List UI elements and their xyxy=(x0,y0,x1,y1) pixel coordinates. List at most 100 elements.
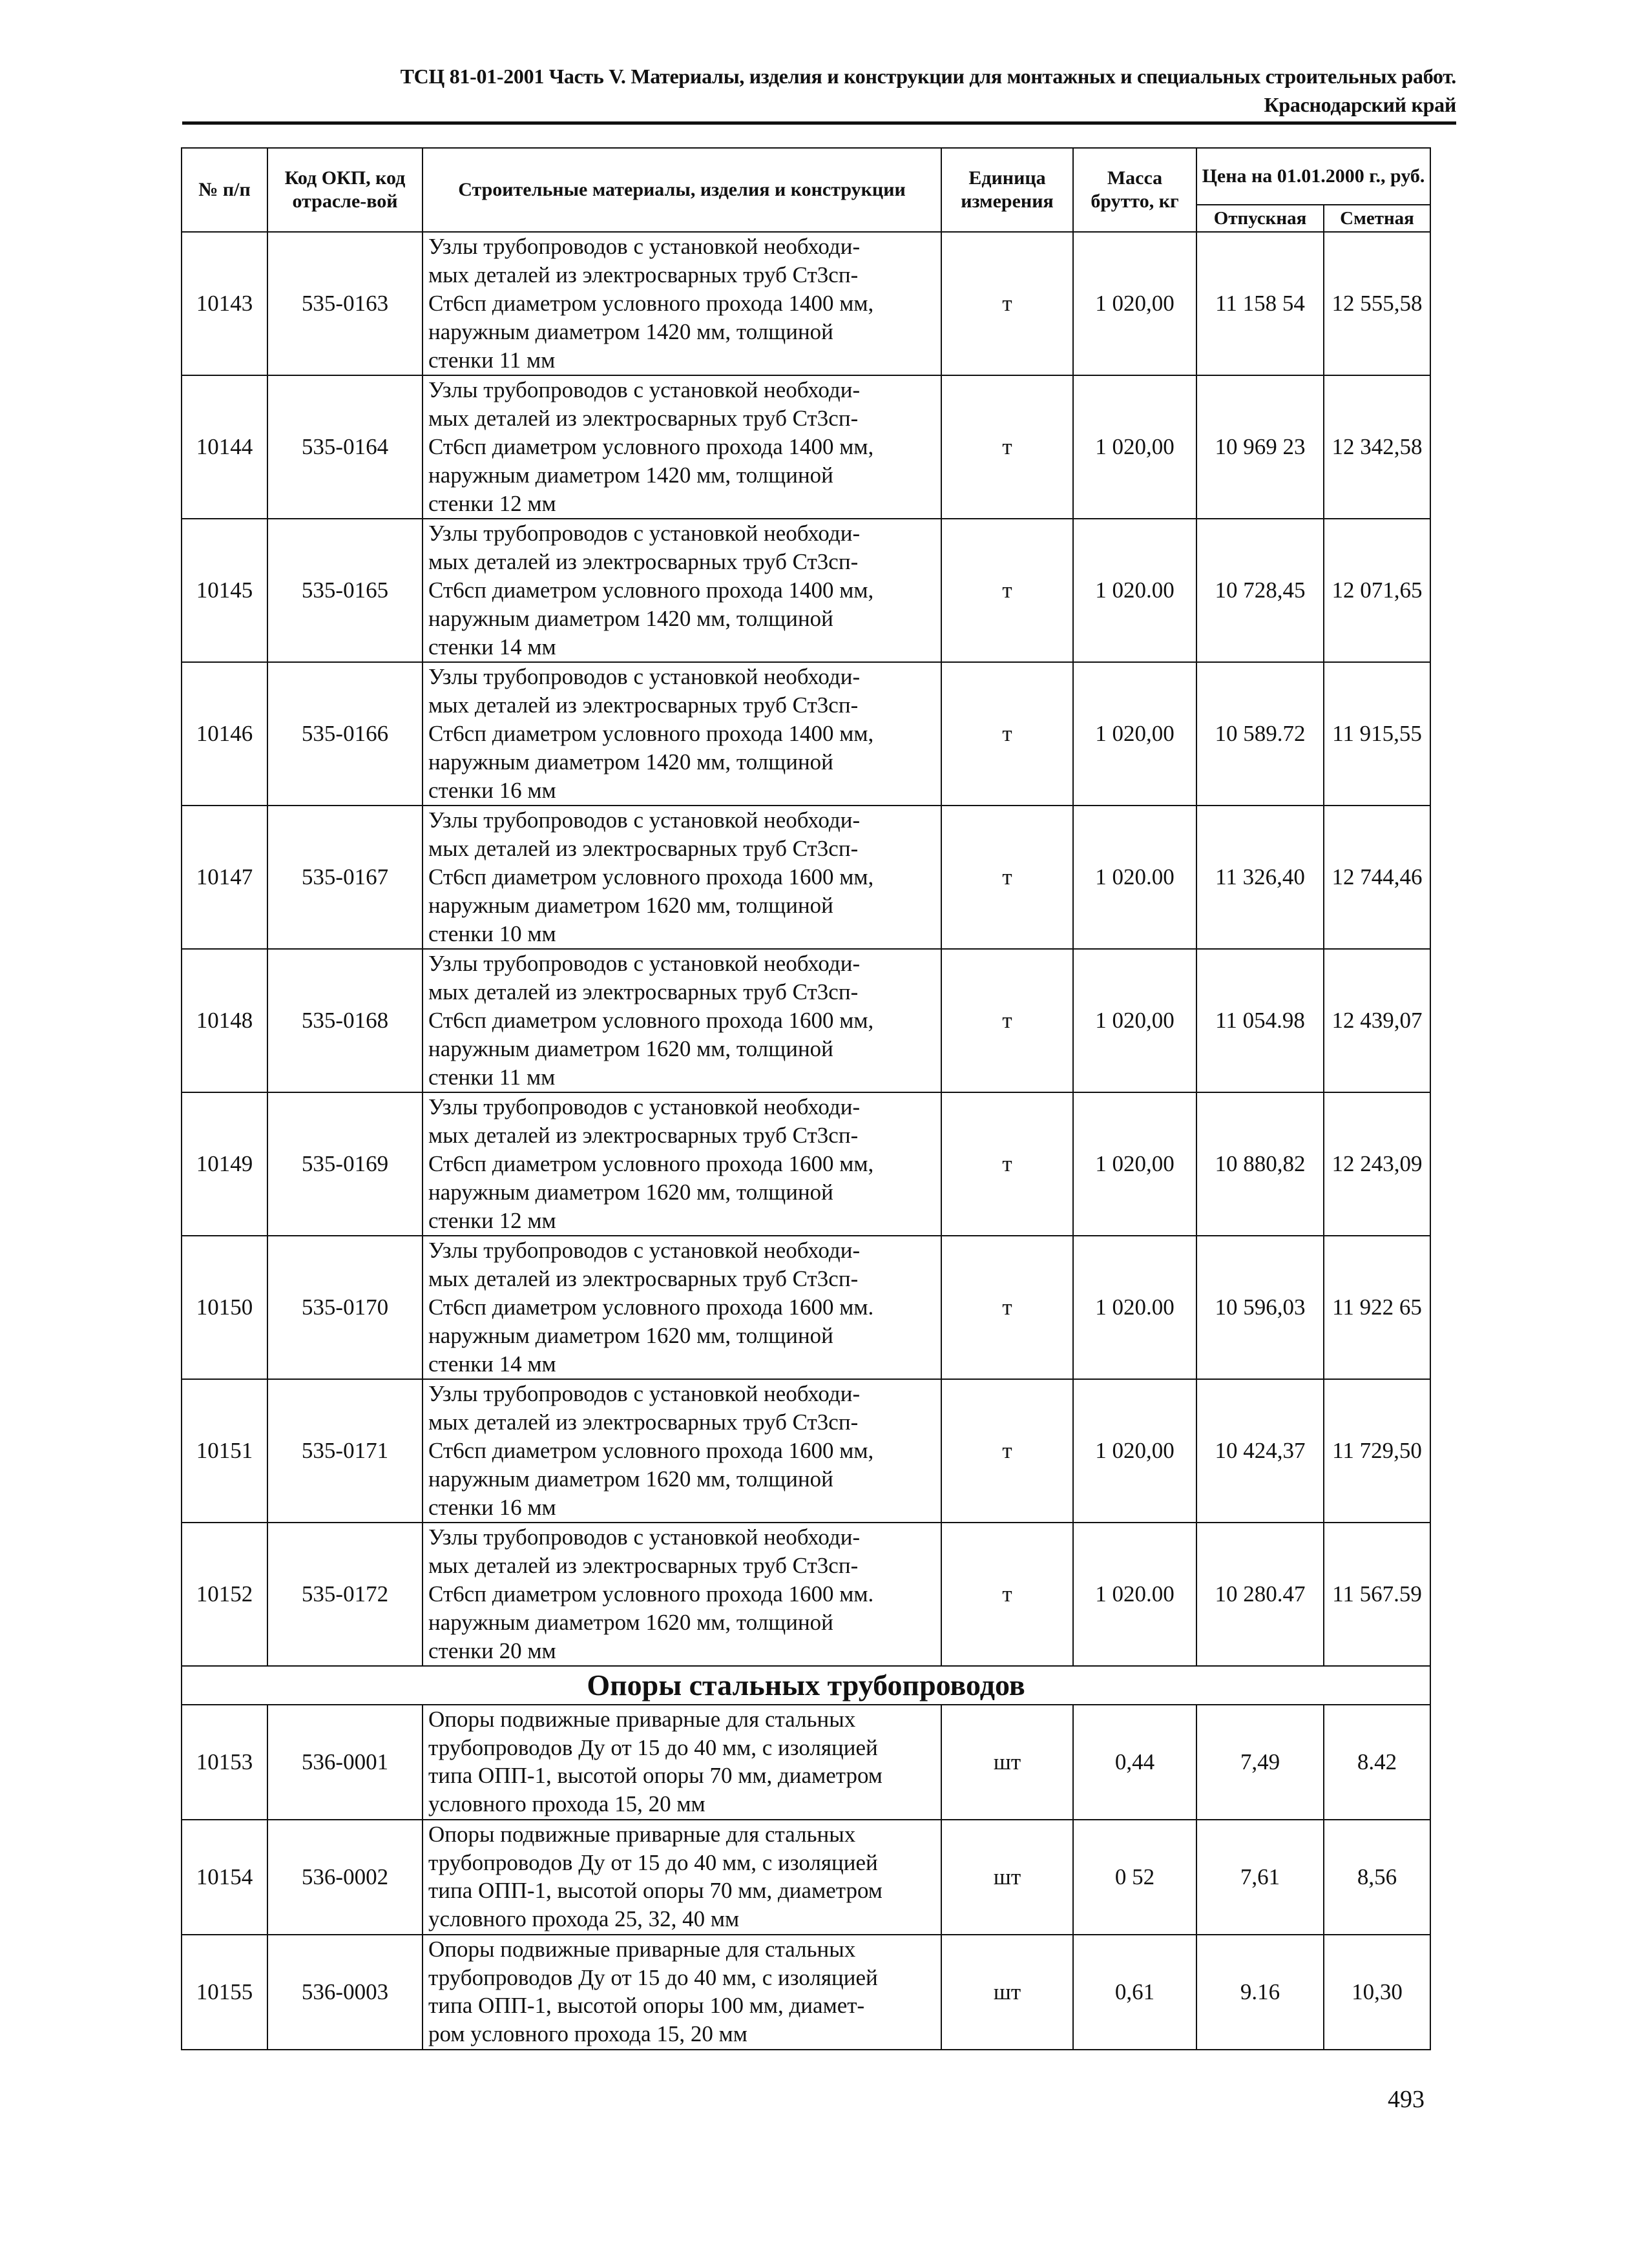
col-header-price: Цена на 01.01.2000 г., руб. xyxy=(1195,147,1432,205)
col-header-mass: Масса брутто, кг xyxy=(1072,147,1197,233)
item-number-cell: 10144 xyxy=(181,375,268,519)
gross-mass-cell: 1 020,00 xyxy=(1072,948,1197,1093)
release-price-cell: 9.16 xyxy=(1196,1934,1324,2050)
table-row: 10146 535-0166 Узлы трубопроводов с устано… xyxy=(181,661,1432,806)
estimate-price-cell: 11 567.59 xyxy=(1322,1522,1432,1667)
estimate-price-cell: 10,30 xyxy=(1322,1934,1432,2050)
estimate-price-cell: 12 071,65 xyxy=(1322,518,1432,663)
okp-code-cell: 535-0169 xyxy=(267,1092,423,1236)
estimate-price-cell: 11 729,50 xyxy=(1322,1378,1432,1523)
gross-mass-cell: 1 020.00 xyxy=(1072,1522,1197,1667)
item-number-cell: 10150 xyxy=(181,1235,268,1380)
release-price-cell: 10 280.47 xyxy=(1196,1522,1324,1667)
okp-code-cell: 535-0172 xyxy=(267,1522,423,1667)
unit-cell: т xyxy=(941,1235,1074,1380)
section-title: Опоры стальных трубопроводов xyxy=(180,1665,1432,1705)
col-header-unit: Единица измерения xyxy=(941,147,1074,233)
release-price-cell: 10 969 23 xyxy=(1196,375,1324,519)
page-number: 493 xyxy=(1388,2086,1425,2113)
table-row: 10152 535-0172 Узлы трубопроводов с устано… xyxy=(181,1522,1432,1667)
table-row: 10148 535-0168 Узлы трубопроводов с устано… xyxy=(181,948,1432,1093)
item-description-cell: Узлы трубопроводов с установкой необходи… xyxy=(422,375,942,519)
col-header-code: Код ОКП, код отрасле-вой xyxy=(267,147,423,233)
item-number-cell: 10154 xyxy=(181,1819,268,1935)
unit-cell: шт xyxy=(941,1934,1074,2050)
header-rule xyxy=(182,121,1456,125)
gross-mass-cell: 1 020,00 xyxy=(1072,231,1197,376)
unit-cell: т xyxy=(941,661,1074,806)
okp-code-cell: 535-0164 xyxy=(267,375,423,519)
release-price-cell: 10 880,82 xyxy=(1196,1092,1324,1236)
item-description-cell: Узлы трубопроводов с установкой необходи… xyxy=(422,1378,942,1523)
table-row: 10155 536-0003 Опоры подвижные приварные д… xyxy=(181,1934,1432,2050)
unit-cell: шт xyxy=(941,1704,1074,1820)
okp-code-cell: 535-0170 xyxy=(267,1235,423,1380)
item-description-cell: Опоры подвижные приварные для стальных т… xyxy=(422,1934,942,2050)
item-description-cell: Узлы трубопроводов с установкой необходи… xyxy=(422,231,942,376)
estimate-price-cell: 11 922 65 xyxy=(1322,1235,1432,1380)
unit-cell: шт xyxy=(941,1819,1074,1935)
unit-cell: т xyxy=(941,231,1074,376)
estimate-price-cell: 12 243,09 xyxy=(1322,1092,1432,1236)
item-number-cell: 10143 xyxy=(181,231,268,376)
item-number-cell: 10145 xyxy=(181,518,268,663)
release-price-cell: 10 424,37 xyxy=(1196,1378,1324,1523)
item-number-cell: 10148 xyxy=(181,948,268,1093)
gross-mass-cell: 1 020,00 xyxy=(1072,1378,1197,1523)
item-description-cell: Узлы трубопроводов с установкой необходи… xyxy=(422,518,942,663)
table-row: 10151 535-0171 Узлы трубопроводов с устано… xyxy=(181,1378,1432,1523)
okp-code-cell: 535-0167 xyxy=(267,805,423,950)
release-price-cell: 7,61 xyxy=(1196,1819,1324,1935)
estimate-price-cell: 11 915,55 xyxy=(1322,661,1432,806)
okp-code-cell: 535-0171 xyxy=(267,1378,423,1523)
gross-mass-cell: 1 020.00 xyxy=(1072,805,1197,950)
okp-code-cell: 535-0168 xyxy=(267,948,423,1093)
table-row: 10154 536-0002 Опоры подвижные приварные д… xyxy=(181,1819,1432,1935)
table-row: 10144 535-0164 Узлы трубопроводов с устано… xyxy=(181,375,1432,519)
gross-mass-cell: 1 020.00 xyxy=(1072,1235,1197,1380)
item-number-cell: 10147 xyxy=(181,805,268,950)
item-description-cell: Узлы трубопроводов с установкой необходи… xyxy=(422,948,942,1093)
gross-mass-cell: 1 020,00 xyxy=(1072,661,1197,806)
item-description-cell: Узлы трубопроводов с установкой необходи… xyxy=(422,805,942,950)
item-description-cell: Опоры подвижные приварные для стальных т… xyxy=(422,1819,942,1935)
item-number-cell: 10146 xyxy=(181,661,268,806)
okp-code-cell: 536-0003 xyxy=(267,1934,423,2050)
item-description-cell: Узлы трубопроводов с установкой необходи… xyxy=(422,661,942,806)
unit-cell: т xyxy=(941,375,1074,519)
gross-mass-cell: 1 020.00 xyxy=(1072,518,1197,663)
col-header-price-estimate: Сметная xyxy=(1322,204,1432,233)
release-price-cell: 10 589.72 xyxy=(1196,661,1324,806)
item-number-cell: 10153 xyxy=(181,1704,268,1820)
release-price-cell: 10 728,45 xyxy=(1196,518,1324,663)
table-row: 10150 535-0170 Узлы трубопроводов с устано… xyxy=(181,1235,1432,1380)
okp-code-cell: 536-0002 xyxy=(267,1819,423,1935)
estimate-price-cell: 12 744,46 xyxy=(1322,805,1432,950)
gross-mass-cell: 0 52 xyxy=(1072,1819,1197,1935)
item-number-cell: 10152 xyxy=(181,1522,268,1667)
item-description-cell: Узлы трубопроводов с установкой необходи… xyxy=(422,1092,942,1236)
estimate-price-cell: 8.42 xyxy=(1322,1704,1432,1820)
unit-cell: т xyxy=(941,1522,1074,1667)
item-description-cell: Опоры подвижные приварные для стальных т… xyxy=(422,1704,942,1820)
table-row: 10143 535-0163 Узлы трубопроводов с устано… xyxy=(181,231,1432,376)
table-row: 10147 535-0167 Узлы трубопроводов с устано… xyxy=(181,805,1432,950)
release-price-cell: 10 596,03 xyxy=(1196,1235,1324,1380)
estimate-price-cell: 12 555,58 xyxy=(1322,231,1432,376)
estimate-price-cell: 12 342,58 xyxy=(1322,375,1432,519)
unit-cell: т xyxy=(941,948,1074,1093)
table-row: 10149 535-0169 Узлы трубопроводов с устано… xyxy=(181,1092,1432,1236)
estimate-price-cell: 8,56 xyxy=(1322,1819,1432,1935)
release-price-cell: 11 326,40 xyxy=(1196,805,1324,950)
col-header-price-release: Отпускная xyxy=(1196,204,1324,233)
item-number-cell: 10151 xyxy=(181,1378,268,1523)
table-row: 10145 535-0165 Узлы трубопроводов с устано… xyxy=(181,518,1432,663)
gross-mass-cell: 0,44 xyxy=(1072,1704,1197,1820)
header-title: ТСЦ 81-01-2001 Часть V. Материалы, издел… xyxy=(400,65,1457,88)
okp-code-cell: 535-0165 xyxy=(267,518,423,663)
item-number-cell: 10155 xyxy=(181,1934,268,2050)
header-region: Краснодарский край xyxy=(1264,93,1457,116)
item-number-cell: 10149 xyxy=(181,1092,268,1236)
release-price-cell: 7,49 xyxy=(1196,1704,1324,1820)
materials-table: № п/п Код ОКП, код отрасле-вой Строитель… xyxy=(180,147,1432,2050)
